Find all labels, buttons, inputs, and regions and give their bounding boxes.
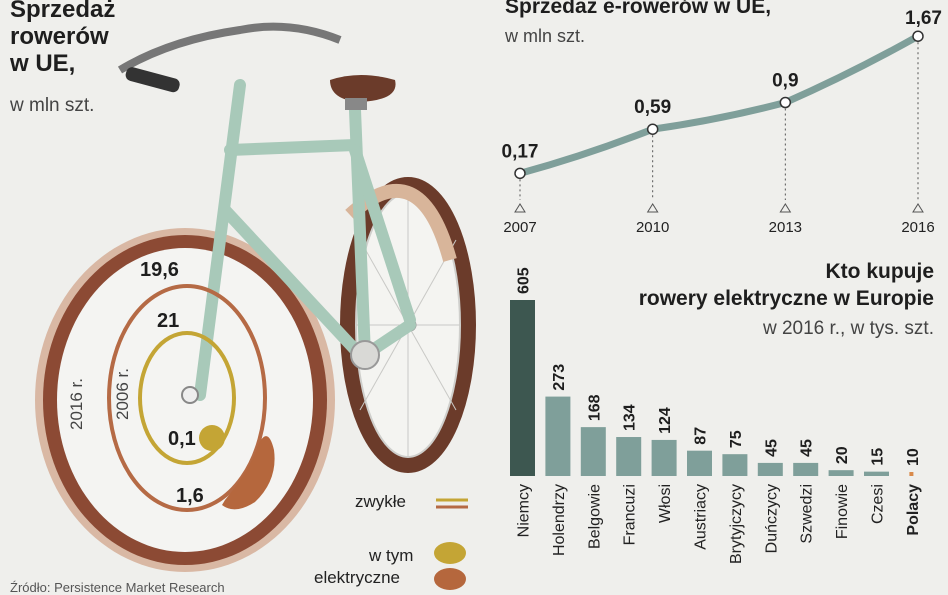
bar-category-Francuzi: Francuzi [622, 484, 639, 545]
line-series [516, 32, 922, 177]
bar-chart-title: Kto kupuje rowery elektryczne w Europie [639, 258, 934, 312]
line-point-2007 [514, 167, 526, 180]
bar-Duńczycy [757, 462, 783, 476]
bar-value-Holendrzy: 273 [551, 364, 568, 391]
label-regular-2016: 19,6 [140, 259, 179, 281]
year-label-2016: 2016 r. [67, 378, 86, 430]
bar-title-line-2: rowery elektryczne w Europie [638, 287, 934, 310]
bar-Włosi [651, 439, 677, 476]
wheel-hub [181, 386, 199, 404]
bar-category-Finowie: Finowie [834, 484, 851, 539]
label-regular-2006: 21 [157, 310, 179, 332]
bar-value-Czesi: 15 [870, 448, 887, 466]
line-chart-unit: w mln szt. [505, 26, 586, 46]
bar-value-Finowie: 20 [834, 446, 851, 464]
line-value-label-2007: 0,17 [502, 141, 539, 162]
line-tick-marker-2016 [912, 203, 924, 213]
line-x-label-2016: 2016 [901, 219, 934, 236]
line-tick-marker-2013 [779, 203, 792, 213]
label-electric-2016: 1,6 [176, 485, 204, 507]
line-value-label-2013: 0,9 [772, 71, 798, 92]
bar-Belgowie [580, 427, 606, 476]
legend-electric-label-1: w tym [369, 546, 414, 565]
left-title-line-1: Sprzedaż [10, 0, 116, 23]
bar-value-Włosi: 124 [657, 407, 674, 434]
source-note: Źródło: Persistence Market Research [10, 580, 225, 595]
ring-2016 [107, 284, 267, 512]
legend-electric-swatch [434, 542, 466, 590]
bar-Holendrzy [545, 396, 571, 476]
bar-category-Austriacy: Austriacy [693, 484, 710, 550]
legend-regular-label: zwykłe [355, 492, 407, 511]
line-chart-title: Sprzedaż e-rowerów w UE, [505, 0, 772, 18]
bar-category-Holendrzy: Holendrzy [551, 484, 568, 556]
bar-chart-unit: w 2016 r., w tys. szt. [762, 318, 934, 339]
line-x-label-2013: 2013 [769, 219, 802, 236]
bar-category-Czesi: Czesi [870, 484, 887, 524]
line-point-2013 [779, 96, 792, 109]
bar-category-Brytyjczycy: Brytyjczycy [728, 484, 745, 564]
bar-Brytyjczycy [722, 454, 748, 476]
electric-2016-blob [222, 436, 275, 510]
legend-electric-label-2: elektryczne [314, 568, 400, 587]
bar-category-Belgowie: Belgowie [586, 484, 603, 549]
bar-value-Francuzi: 134 [622, 404, 639, 431]
line-tick-marker-2007 [514, 203, 526, 213]
electric-2006-blob [199, 425, 225, 451]
bar-Austriacy [687, 450, 712, 476]
line-x-label-2007: 2007 [503, 219, 536, 236]
bar-Czesi [864, 471, 889, 476]
left-unit: w mln szt. [10, 95, 95, 116]
line-point-2010 [646, 123, 659, 135]
bar-Finowie [828, 470, 854, 476]
ring-2006 [138, 331, 236, 465]
left-title: Sprzedaż rowerów w UE, [10, 0, 115, 77]
bar-Szwedzi [793, 462, 819, 476]
year-label-2006: 2006 r. [113, 368, 132, 420]
bike-frame [194, 79, 416, 401]
line-tick-marker-2010 [646, 203, 659, 213]
left-title-line-2: rowerów [10, 23, 109, 50]
bar-value-Szwedzi: 45 [799, 439, 816, 457]
line-point-2016 [912, 30, 924, 42]
legend-regular-swatch [436, 498, 468, 509]
bar-value-Austriacy: 87 [693, 427, 710, 445]
label-electric-2006: 0,1 [168, 428, 196, 450]
bar-value-Niemcy: 605 [516, 267, 533, 294]
bar-value-Polacy: 10 [905, 448, 922, 466]
line-value-label-2010: 0,59 [634, 97, 671, 118]
bar-Francuzi [616, 437, 642, 476]
line-x-label-2010: 2010 [636, 219, 669, 236]
bar-category-Niemcy: Niemcy [516, 484, 533, 537]
bar-Niemcy [510, 300, 535, 476]
left-title-line-3: w UE, [10, 50, 76, 77]
bar-value-Belgowie: 168 [586, 394, 603, 421]
bar-category-Duńczycy: Duńczycy [763, 484, 780, 553]
bar-category-Szwedzi: Szwedzi [799, 484, 816, 544]
line-value-label-2016: 1,67 [905, 8, 942, 29]
bar-title-line-1: Kto kupuje [825, 260, 935, 283]
bar-Polacy [909, 472, 914, 476]
bar-category-Polacy: Polacy [905, 484, 922, 536]
bar-value-Duńczycy: 45 [763, 439, 780, 457]
bar-value-Brytyjczycy: 75 [728, 430, 745, 448]
bar-category-Włosi: Włosi [657, 484, 674, 523]
